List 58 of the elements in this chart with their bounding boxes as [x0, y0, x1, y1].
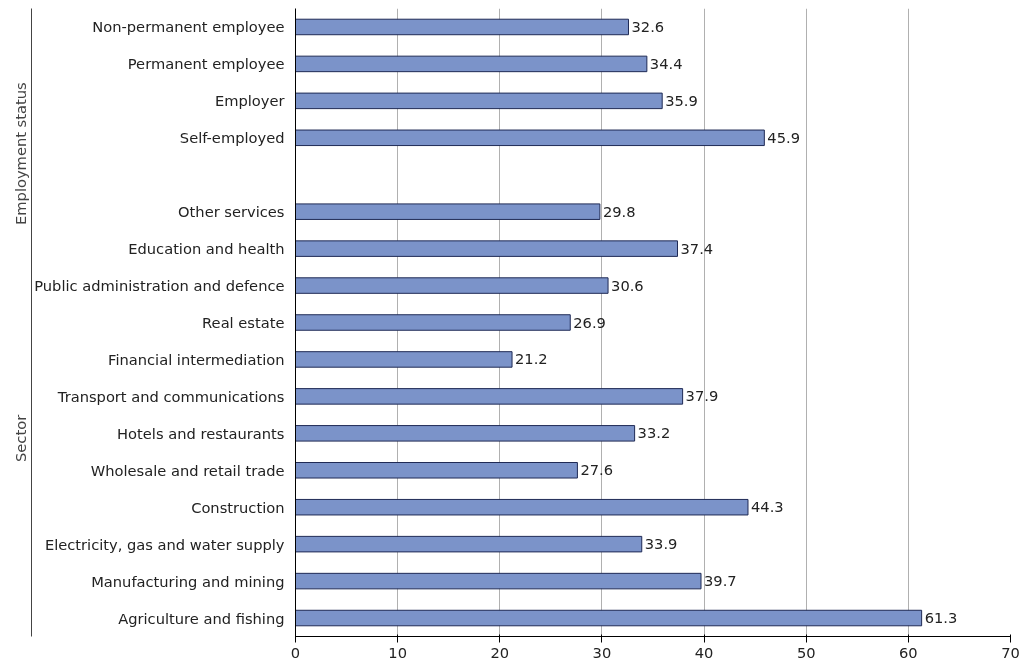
- data-label: 26.9: [573, 313, 606, 331]
- data-label: 33.9: [644, 535, 678, 553]
- y-tick-label: Construction: [191, 498, 285, 516]
- bar: [295, 55, 648, 73]
- x-tick-label: 20: [490, 643, 510, 661]
- x-tick-label: 70: [1001, 643, 1020, 661]
- x-tick-label: 50: [796, 643, 816, 661]
- y-tick-label: Self-employed: [179, 129, 285, 147]
- x-tick-label: 40: [694, 643, 714, 661]
- y-tick-label: Electricity, gas and water supply: [44, 535, 285, 553]
- y-tick-label: Education and health: [128, 240, 285, 258]
- bar: [295, 351, 513, 368]
- y-tick-label: Public administration and defence: [34, 277, 285, 295]
- y-tick-label: Permanent employee: [127, 55, 285, 73]
- x-tick-label: 30: [592, 643, 612, 661]
- y-tick-label: Non-permanent employee: [92, 18, 285, 36]
- y-tick-label: Hotels and restaurants: [117, 424, 285, 442]
- data-label: 45.9: [767, 128, 800, 146]
- x-tick-label: 10: [388, 643, 407, 661]
- bar: [295, 92, 663, 110]
- bar: [295, 609, 923, 627]
- data-label: 44.3: [750, 498, 784, 516]
- data-label: 35.9: [665, 91, 698, 109]
- bar: [295, 572, 702, 590]
- y-tick-label: Other services: [178, 203, 285, 221]
- y-tick-label: Real estate: [202, 314, 285, 331]
- y-tick-label: Employer: [214, 92, 286, 110]
- data-label: 32.6: [631, 17, 665, 35]
- data-label: 29.8: [602, 202, 636, 220]
- y-tick-label: Agriculture and fishing: [118, 609, 285, 627]
- bar: [295, 18, 629, 36]
- bar: [295, 240, 679, 257]
- data-label: 37.9: [685, 387, 719, 405]
- data-label: 39.7: [704, 572, 737, 590]
- bar: [295, 498, 749, 516]
- data-label: 37.4: [680, 239, 714, 257]
- y-tick-label: Financial intermediation: [108, 350, 285, 368]
- data-label: 30.6: [611, 276, 644, 294]
- data-label: 33.2: [637, 424, 671, 442]
- y-tick-label: Manufacturing and mining: [91, 572, 285, 590]
- x-tick-label: 60: [899, 643, 918, 661]
- bar: [295, 462, 578, 479]
- text: Sector: [12, 413, 29, 462]
- x-tick-label: 0: [290, 643, 301, 661]
- data-label: 21.2: [515, 350, 548, 368]
- data-label: 27.6: [580, 461, 614, 479]
- bar: [295, 129, 765, 147]
- data-label: 34.4: [649, 54, 683, 72]
- data-label: 61.3: [924, 609, 958, 627]
- bar: [295, 535, 643, 553]
- bar: [295, 388, 684, 405]
- bar: [295, 203, 601, 220]
- bar: [295, 314, 571, 331]
- text: Employment status: [12, 82, 29, 225]
- y-tick-label: Transport and communications: [56, 387, 285, 405]
- y-tick-label: Wholesale and retail trade: [90, 461, 285, 479]
- bar: [295, 277, 609, 294]
- bar: [295, 425, 636, 442]
